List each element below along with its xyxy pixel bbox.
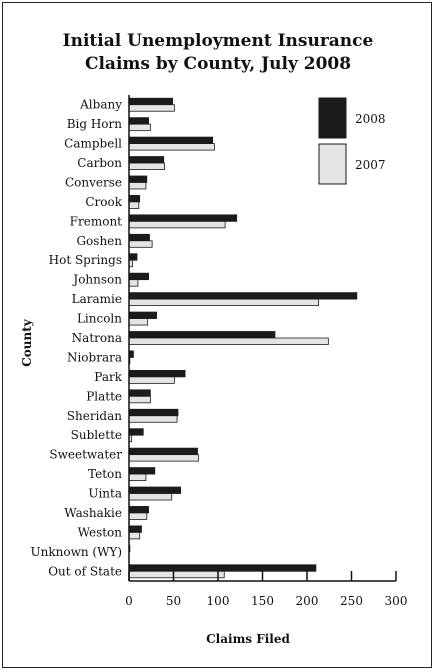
category-label-sweetwater: Sweetwater [49,448,122,462]
x-tick-label-200: 200 [296,594,319,608]
bar-laramie-2008 [128,292,358,300]
bar-hot-springs-2008 [128,253,138,261]
bar-johnson-2007 [128,279,139,287]
bar-fremont-2007 [128,220,226,229]
category-label-lincoln: Lincoln [77,312,122,326]
bar-converse-2008 [128,175,148,183]
bar-out-of-state-2007 [128,570,225,579]
bar-fremont-2008 [128,214,238,222]
bars-group [128,97,358,579]
bar-campbell-2008 [128,136,214,145]
bar-converse-2007 [128,182,147,190]
category-label-big-horn: Big Horn [67,117,123,131]
category-label-sheridan: Sheridan [67,409,122,423]
category-label-carbon: Carbon [77,156,122,170]
category-label-weston: Weston [78,525,123,539]
category-label-converse: Converse [65,175,122,189]
category-label-natrona: Natrona [72,331,122,345]
bar-chart: Initial Unemployment Insurance Claims by… [20,31,407,646]
bar-goshen-2008 [128,233,150,242]
legend-swatch-2007 [318,143,347,185]
bar-weston-2008 [128,525,142,533]
bar-albany-2007 [128,104,175,112]
bar-out-of-state-2008 [128,564,317,572]
bar-natrona-2008 [128,331,276,339]
x-tick-label-0: 0 [125,594,133,608]
category-label-platte: Platte [86,389,122,403]
category-label-uinta: Uinta [88,487,122,501]
bar-crook-2008 [128,195,141,203]
bar-big-horn-2008 [128,117,149,125]
legend-label-2007: 2007 [355,158,386,172]
x-tick-label-50: 50 [166,594,181,608]
bar-carbon-2007 [128,162,165,170]
bar-platte-2007 [128,395,151,404]
bar-campbell-2007 [128,143,215,151]
category-label-fremont: Fremont [70,214,122,228]
x-axis-label: Claims Filed [206,632,290,646]
bar-natrona-2007 [128,337,329,345]
bar-park-2008 [128,369,186,378]
category-label-albany: Albany [79,98,122,112]
category-label-niobrara: Niobrara [67,350,122,364]
axes: 0 50 100 150 200 250 300 [125,95,407,608]
bar-weston-2007 [128,532,141,540]
bar-laramie-2007 [128,298,319,307]
category-label-crook: Crook [85,195,122,209]
bar-sweetwater-2007 [128,454,199,462]
chart-title-line-2: Claims by County, July 2008 [85,54,351,74]
bar-uinta-2007 [128,493,173,501]
bar-sheridan-2007 [128,415,178,423]
category-label-laramie: Laramie [72,292,122,306]
bar-washakie-2008 [128,506,149,514]
category-label-goshen: Goshen [76,234,122,248]
x-tick-label-150: 150 [251,594,274,608]
category-label-unknown-wy: Unknown (WY) [31,545,123,559]
category-label-out-of-state: Out of State [48,564,122,578]
category-label-sublette: Sublette [71,428,122,442]
bar-big-horn-2007 [128,123,151,132]
legend-label-2008: 2008 [355,112,386,126]
bar-platte-2008 [128,389,151,397]
bar-johnson-2008 [128,272,149,281]
category-label-teton: Teton [88,467,122,481]
bar-lincoln-2008 [128,311,157,319]
bar-sublette-2008 [128,428,144,436]
bar-carbon-2008 [128,156,165,164]
bar-washakie-2007 [128,512,148,520]
category-label-park: Park [94,370,122,384]
bar-albany-2008 [128,97,174,106]
category-label-hot-springs: Hot Springs [49,253,122,267]
category-label-washakie: Washakie [64,506,122,520]
bar-park-2007 [128,376,175,384]
legend-swatch-2008 [318,97,347,139]
bar-sheridan-2008 [128,408,179,417]
x-tick-label-250: 250 [340,594,363,608]
bar-sweetwater-2008 [128,447,198,456]
bar-goshen-2007 [128,240,153,248]
bar-teton-2007 [128,473,147,481]
chart-frame: Initial Unemployment Insurance Claims by… [2,2,432,668]
y-axis-label: County [20,318,34,367]
category-labels: Albany Big Horn Campbell Carbon Converse Croo… [31,98,123,579]
category-label-campbell: Campbell [64,137,122,151]
bar-uinta-2008 [128,486,182,494]
category-label-johnson: Johnson [71,273,122,287]
x-tick-label-300: 300 [385,594,408,608]
legend: 2008 2007 [318,97,386,185]
bar-teton-2008 [128,467,156,475]
bar-lincoln-2007 [128,318,149,326]
x-tick-label-100: 100 [207,594,230,608]
bar-crook-2007 [128,201,140,209]
chart-title-line-1: Initial Unemployment Insurance [63,31,374,51]
